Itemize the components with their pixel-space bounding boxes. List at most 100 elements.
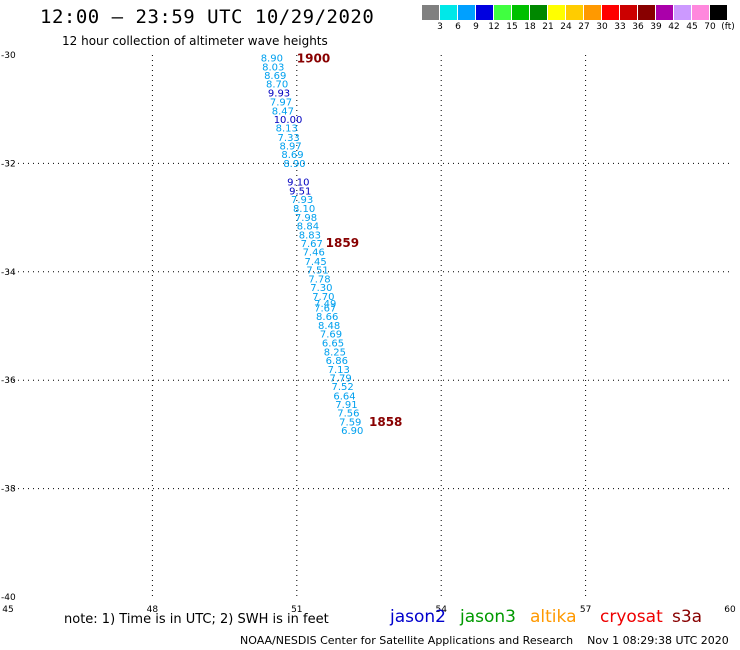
y-tick-label: -40 — [1, 593, 16, 603]
y-tick-label: -34 — [1, 268, 16, 278]
x-tick-label: 57 — [580, 605, 591, 615]
color-scale-label: (ft) — [721, 22, 735, 32]
y-tick-label: -36 — [1, 376, 16, 386]
x-tick-label: 48 — [147, 605, 159, 615]
color-scale-label: 42 — [668, 22, 680, 32]
color-swatch — [710, 5, 727, 20]
wave-height-label: 7.78 — [308, 274, 330, 285]
color-scale-label: 70 — [704, 22, 716, 32]
color-scale-label: 30 — [596, 22, 608, 32]
wave-height-label: 8.47 — [272, 106, 294, 117]
chart-title: 12:00 – 23:59 UTC 10/29/2020 — [40, 6, 375, 28]
color-swatch — [584, 5, 601, 20]
color-scale-label: 3 — [437, 22, 443, 32]
color-swatch — [476, 5, 493, 20]
y-tick-label: -38 — [1, 485, 16, 495]
wave-height-label: 8.83 — [299, 230, 321, 241]
x-tick-label: 54 — [435, 605, 447, 615]
y-tick-label: -32 — [1, 159, 16, 169]
color-scale-label: 9 — [473, 22, 479, 32]
wave-height-label: 8.84 — [297, 222, 319, 233]
wave-height-label: 10.00 — [274, 115, 303, 126]
x-tick-label: 60 — [724, 605, 736, 615]
wave-height-label: 7.79 — [330, 373, 352, 384]
color-swatch — [548, 5, 565, 20]
wave-height-label: 7.51 — [306, 266, 328, 277]
legend-altika: altika — [530, 607, 577, 627]
chart-subtitle: 12 hour collection of altimeter wave hei… — [62, 34, 328, 48]
color-scale-label: 12 — [488, 22, 500, 32]
wave-height-label: 8.03 — [262, 62, 284, 73]
color-swatch — [692, 5, 709, 20]
wave-height-label: 7.30 — [310, 283, 332, 294]
wave-height-label: 7.49 — [314, 299, 336, 310]
wave-height-label: 6.65 — [322, 338, 344, 349]
wave-height-label: 8.70 — [266, 80, 288, 91]
color-scale-label: 33 — [614, 22, 626, 32]
wave-height-label: 8.66 — [316, 312, 338, 323]
y-tick-label: -30 — [1, 51, 16, 61]
wave-height-label: 9.10 — [287, 177, 309, 188]
wave-height-label: 8.69 — [264, 71, 286, 82]
generated-timestamp: Nov 1 08:29:38 UTC 2020 — [587, 634, 729, 647]
wave-height-label: 7.46 — [303, 248, 325, 259]
wave-height-label: 8.90 — [283, 159, 305, 170]
color-swatch — [620, 5, 637, 20]
wave-height-label: 8.97 — [279, 142, 301, 153]
wave-height-label: 7.67 — [314, 304, 336, 315]
x-tick-label: 45 — [2, 605, 13, 615]
wave-height-label: 8.13 — [276, 124, 298, 135]
color-scale-label: 27 — [578, 22, 590, 32]
color-swatch — [656, 5, 673, 20]
pass-time-label: 1859 — [326, 236, 359, 250]
wave-height-label: 7.97 — [270, 98, 292, 109]
legend-cryosat: cryosat — [600, 607, 663, 627]
pass-time-label: 1900 — [297, 52, 330, 66]
wave-height-label: 7.45 — [305, 257, 327, 268]
wave-height-label: 7.33 — [278, 133, 300, 144]
footnote: note: 1) Time is in UTC; 2) SWH is in fe… — [64, 612, 329, 627]
color-swatch — [440, 5, 457, 20]
color-scale-label: 6 — [455, 22, 461, 32]
color-swatch — [602, 5, 619, 20]
credit-text: NOAA/NESDIS Center for Satellite Applica… — [240, 634, 574, 647]
wave-height-label: 6.86 — [326, 356, 348, 367]
color-scale-label: 18 — [524, 22, 536, 32]
legend-s3a: s3a — [672, 607, 703, 627]
color-swatch — [566, 5, 583, 20]
color-scale-label: 45 — [686, 22, 698, 32]
color-scale-label: 15 — [506, 22, 518, 32]
wave-height-label: 6.64 — [333, 391, 355, 402]
wave-height-label: 6.90 — [341, 426, 363, 437]
legend-jason3: jason3 — [460, 607, 516, 627]
wave-height-label: 7.67 — [301, 239, 323, 250]
color-swatch — [422, 5, 439, 20]
color-scale-label: 24 — [560, 22, 572, 32]
wave-height-label: 9.51 — [289, 187, 311, 198]
color-swatch — [512, 5, 529, 20]
wave-height-label: 7.52 — [331, 382, 353, 393]
wave-height-label: 7.70 — [312, 292, 334, 303]
wave-height-label: 8.69 — [281, 150, 303, 161]
color-scale-label: 36 — [632, 22, 644, 32]
color-swatch — [638, 5, 655, 20]
color-swatch — [458, 5, 475, 20]
wave-height-label: 7.93 — [291, 195, 313, 206]
color-scale-label: 21 — [542, 22, 554, 32]
wave-height-label: 8.10 — [293, 204, 315, 215]
color-scale-label: 39 — [650, 22, 662, 32]
color-swatch — [494, 5, 511, 20]
wave-height-label: 7.59 — [339, 417, 361, 428]
wave-height-label: 7.69 — [320, 330, 342, 341]
wave-height-label: 8.48 — [318, 321, 340, 332]
wave-height-label: 7.91 — [335, 400, 357, 411]
wave-height-label: 8.90 — [261, 54, 283, 65]
x-tick-label: 51 — [291, 605, 302, 615]
wave-height-label: 7.13 — [328, 365, 350, 376]
wave-height-label: 7.56 — [337, 409, 359, 420]
wave-height-label: 9.93 — [268, 88, 290, 99]
wave-height-label: 7.98 — [295, 213, 317, 224]
wave-height-label: 8.25 — [324, 347, 346, 358]
color-swatch — [530, 5, 547, 20]
